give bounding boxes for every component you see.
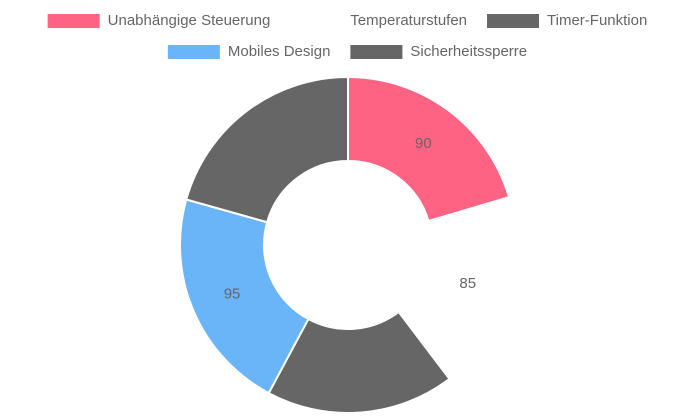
legend-label[interactable]: Sicherheitssperre xyxy=(410,43,527,60)
legend-label[interactable]: Temperaturstufen xyxy=(350,12,467,29)
doughnut-segment xyxy=(347,75,511,223)
legend-swatch[interactable] xyxy=(47,14,100,28)
legend-label[interactable]: Timer-Funktion xyxy=(547,12,647,29)
legend-swatch[interactable] xyxy=(487,14,540,28)
legend-swatch[interactable] xyxy=(290,14,343,28)
value-label: 95 xyxy=(224,285,241,302)
value-label: 90 xyxy=(415,135,432,152)
doughnut-segment xyxy=(179,198,310,395)
doughnut-segment xyxy=(397,195,517,381)
doughnut-segment xyxy=(185,75,349,224)
value-label: 85 xyxy=(459,275,476,292)
doughnut-segment xyxy=(267,310,451,414)
legend-swatch[interactable] xyxy=(167,45,220,59)
legend-label[interactable]: Unabhängige Steuerung xyxy=(108,12,271,29)
legend-label[interactable]: Mobiles Design xyxy=(228,43,331,60)
legend-swatch[interactable] xyxy=(350,45,403,59)
